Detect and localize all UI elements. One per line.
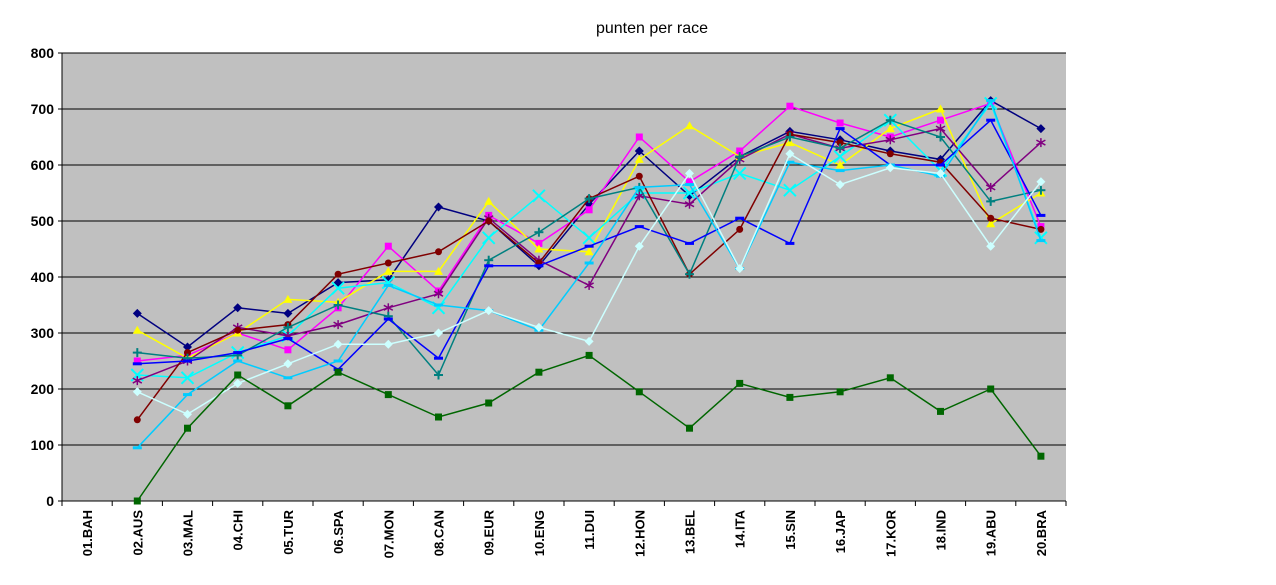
chart-title: punten per race [595,20,709,37]
x-tick-label-03.MAL: 03.MAL [181,510,196,556]
y-tick-label: 600 [31,157,55,173]
series-Patsboem [132,124,1046,386]
y-axis-labels: 0 100 200 300 400 500 600 700 800 [31,45,55,509]
x-tick-label-09.EUR: 09.EUR [482,509,497,555]
x-tick-label-14.ITA: 14.ITA [733,509,748,548]
x-axis-labels: 01.BAH 02.AUS 03.MAL 04.CHI 05.TUR 06.SPA 07.M… [80,509,1049,558]
x-axis-ticks [61,501,1067,506]
y-tick-label: 700 [31,101,55,117]
series-BartJellema [133,351,1045,505]
series-Beetle [132,104,1046,362]
x-tick-label-16.JAP: 16.JAP [833,510,848,554]
x-tick-label-17.KOR: 17.KOR [883,509,898,557]
y-tick-label: 500 [31,213,55,229]
x-tick-label-05.TUR: 05.TUR [281,509,296,554]
x-tick-label-01.BAH: 01.BAH [80,510,95,556]
y-tick-label: 0 [46,493,54,509]
x-tick-label-19.ABU: 19.ABU [984,510,999,556]
x-tick-label-15.SIN: 15.SIN [783,510,798,550]
y-tick-label: 800 [31,45,55,61]
x-tick-label-12.HON: 12.HON [632,510,647,557]
y-tick-label: 200 [31,381,55,397]
x-tick-label-06.SPA: 06.SPA [331,509,346,553]
y-tick-label: 400 [31,269,55,285]
y-tick-label: 300 [31,325,55,341]
series-trudi [132,149,1046,419]
x-tick-label-04.CHI: 04.CHI [231,510,246,550]
x-tick-label-18.IND: 18.IND [934,510,949,550]
x-tick-label-07.MON: 07.MON [381,510,396,558]
x-tick-label-02.AUS: 02.AUS [130,510,145,556]
x-tick-label-13.BEL: 13.BEL [683,510,698,554]
x-tick-label-20.BRA: 20.BRA [1034,509,1049,556]
x-tick-label-08.CAN: 08.CAN [432,510,447,556]
x-tick-label-11.DUI: 11.DUI [582,510,597,550]
y-tick-label: 100 [31,437,55,453]
x-tick-label-10.ENG: 10.ENG [532,510,547,556]
